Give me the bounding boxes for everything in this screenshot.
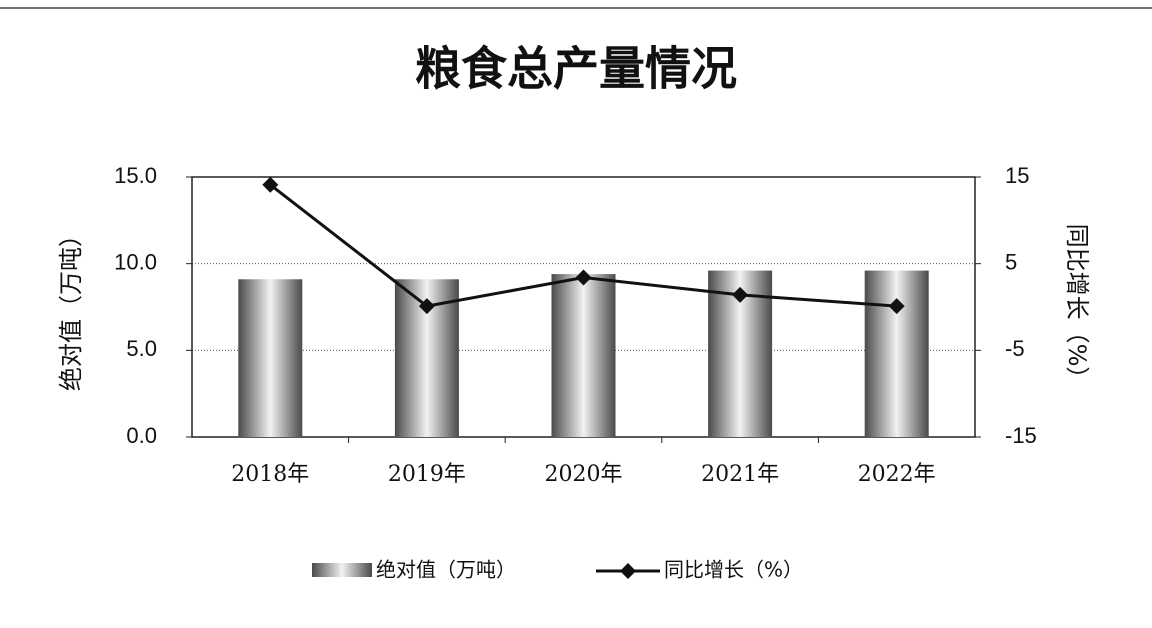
line-marker — [418, 298, 435, 315]
chart-title: 粮食总产量情况 — [415, 42, 737, 96]
y2-axis-label: 同比增长（%） — [1063, 224, 1091, 391]
line-marker — [732, 286, 749, 303]
line-marker — [575, 269, 592, 286]
legend-swatch — [312, 563, 372, 577]
y-tick-label: 0.0 — [126, 423, 157, 448]
y-tick-label: 15.0 — [114, 163, 157, 188]
x-tick-label: 2021年 — [701, 462, 779, 487]
x-tick-label: 2022年 — [858, 462, 936, 487]
x-tick-label: 2018年 — [231, 462, 309, 487]
bar — [864, 270, 929, 437]
y-tick-label: 5.0 — [126, 336, 157, 361]
line-marker — [888, 298, 905, 315]
y-tick-label: 10.0 — [114, 249, 157, 274]
y-axis-label: 绝对值（万吨） — [57, 223, 85, 391]
y2-tick-label: -15 — [1005, 423, 1037, 448]
y2-tick-label: -5 — [1005, 336, 1025, 361]
legend-label: 绝对值（万吨） — [376, 558, 516, 582]
bar — [551, 274, 616, 437]
y2-tick-label: 5 — [1005, 249, 1017, 274]
y2-tick-label: 15 — [1005, 163, 1029, 188]
x-tick-label: 2020年 — [545, 462, 623, 487]
legend-swatch — [620, 563, 636, 579]
bar — [238, 279, 303, 437]
x-tick-label: 2019年 — [388, 462, 466, 487]
line-marker — [262, 176, 279, 193]
legend-label: 同比增长（%） — [664, 558, 803, 582]
